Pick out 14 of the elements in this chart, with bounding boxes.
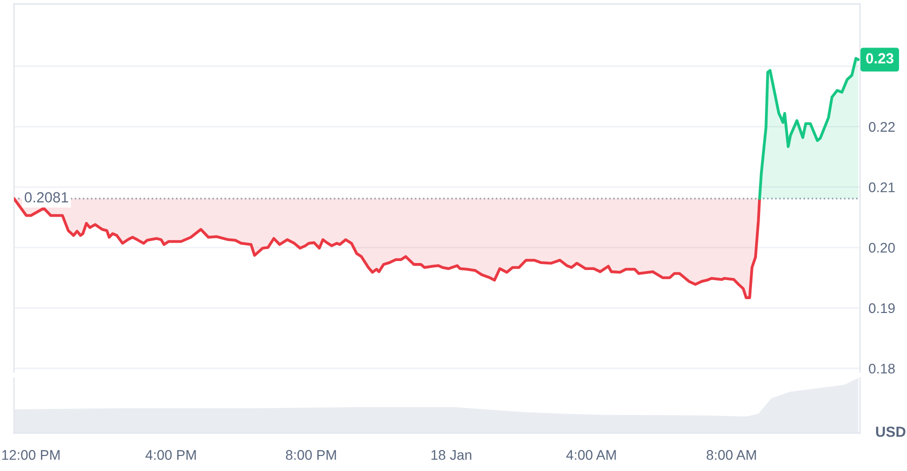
- y-tick-label: 0.22: [868, 122, 895, 132]
- x-tick-label: 18 Jan: [432, 450, 472, 460]
- data-label: 0.23: [866, 53, 894, 64]
- y-tick-label: 0.18: [868, 364, 895, 374]
- x-tick-label: 8:00 PM: [286, 450, 336, 460]
- ref-line-label: 0.2081: [24, 192, 68, 202]
- x-tick-label: 8:00 AM: [706, 450, 756, 460]
- y-tick-label: 0.20: [868, 242, 895, 253]
- x-tick-label: 12:00 PM: [2, 450, 60, 460]
- x-tick-label: 4:00 PM: [146, 450, 196, 460]
- y-tick-label: 0.19: [868, 303, 895, 314]
- y-axis-title: USD: [876, 426, 906, 437]
- x-tick-label: 4:00 AM: [566, 450, 616, 460]
- y-tick-label: 0.21: [868, 182, 895, 192]
